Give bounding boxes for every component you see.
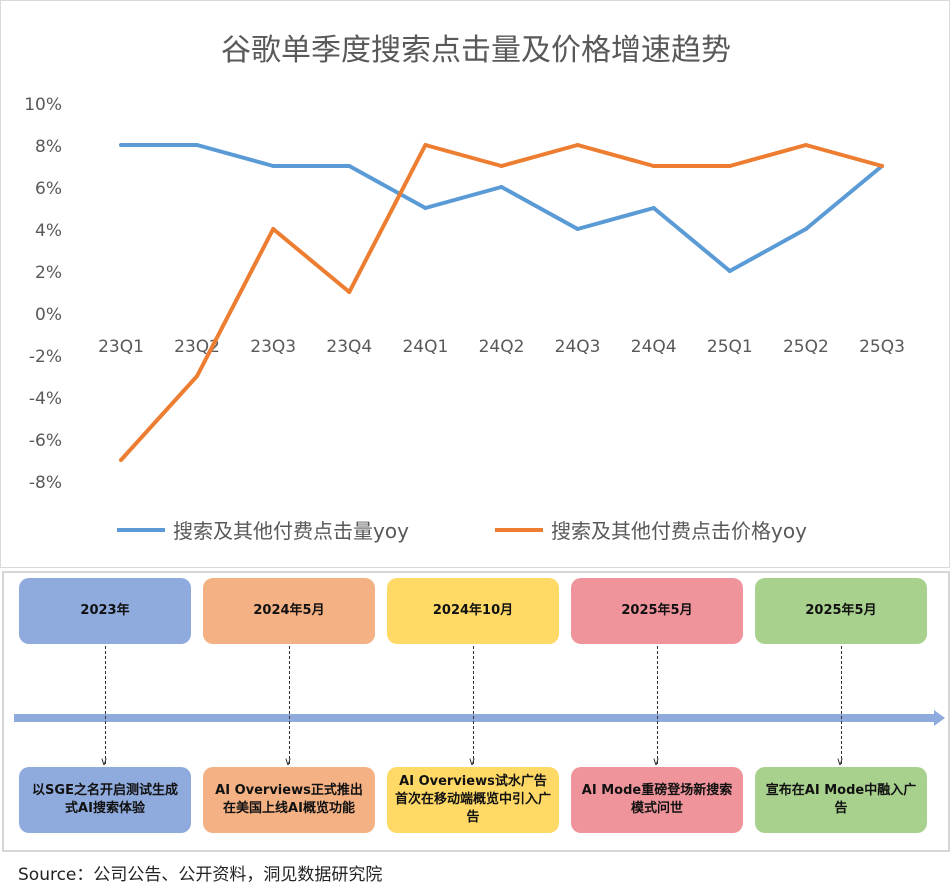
timeline-date-box: 2024年10月 [387, 578, 559, 644]
data-point [727, 164, 732, 168]
dashed-connector [473, 646, 474, 764]
data-point [499, 185, 504, 189]
line-chart: 谷歌单季度搜索点击量及价格增速趋势 10% 8% 6% 4% 2% 0% -2% -4% -6% -… [24, 33, 905, 543]
x-tick-label: 23Q1 [98, 337, 144, 357]
dashed-connector [289, 646, 290, 764]
data-point [727, 269, 732, 273]
timeline-arrow-icon [934, 710, 945, 726]
data-point [195, 143, 200, 147]
data-point [347, 290, 352, 294]
data-point [575, 143, 580, 147]
data-point [119, 458, 123, 462]
timeline-event: AI Overviews正式推出在美国上线AI概览功能 [215, 783, 363, 816]
arrow-down-icon: ∨ [284, 755, 293, 768]
data-point [880, 164, 884, 168]
arrow-down-icon: ∨ [100, 755, 109, 768]
y-tick-label: 10% [24, 95, 62, 115]
x-tick-label: 24Q4 [631, 337, 677, 357]
arrow-down-icon: ∨ [652, 755, 661, 768]
y-tick-label: 2% [35, 263, 62, 283]
x-tick-label: 25Q3 [859, 337, 905, 357]
data-point [499, 164, 504, 168]
timeline-event-box: 宣布在AI Mode中融入广告 [755, 767, 927, 833]
dashed-connector [105, 646, 106, 764]
timeline-frame [2, 571, 950, 852]
y-tick-label: -8% [29, 473, 62, 493]
y-tick-label: -4% [29, 389, 62, 409]
data-point [195, 374, 200, 378]
timeline-date: 2024年5月 [253, 603, 325, 618]
data-point [119, 143, 123, 147]
timeline-date: 2025年5月 [805, 603, 877, 618]
timeline-axis [14, 714, 936, 722]
timeline-event-box: AI Mode重磅登场新搜索模式问世 [571, 767, 743, 833]
data-point [347, 164, 352, 168]
x-tick-label: 25Q1 [707, 337, 753, 357]
x-tick-label: 24Q2 [479, 337, 525, 357]
arrow-down-icon: ∨ [468, 755, 477, 768]
source-note: Source：公司公告、公开资料，洞见数据研究院 [18, 865, 383, 885]
timeline-event: AI Overviews试水广告首次在移动端概览中引入广告 [395, 774, 552, 825]
chart-frame [0, 0, 950, 568]
x-tick-label: 24Q1 [402, 337, 448, 357]
x-tick-label: 23Q4 [326, 337, 372, 357]
series-line-1 [119, 143, 883, 462]
timeline-event: AI Mode重磅登场新搜索模式问世 [581, 783, 733, 816]
timeline-event-box: 以SGE之名开启测试生成式AI搜索体验 [19, 767, 191, 833]
y-tick-label: 8% [35, 137, 62, 157]
y-tick-label: 4% [35, 221, 62, 241]
timeline-date: 2023年 [80, 603, 130, 618]
timeline-event: 以SGE之名开启测试生成式AI搜索体验 [32, 783, 178, 816]
data-point [803, 227, 808, 231]
arrow-down-icon: ∨ [836, 755, 845, 768]
timeline-date-box: 2025年5月 [571, 578, 743, 644]
data-point [423, 143, 428, 147]
y-tick-label: -6% [29, 431, 62, 451]
data-point [803, 143, 808, 147]
data-point [271, 164, 276, 168]
legend-label: 搜索及其他付费点击价格yoy [551, 519, 807, 543]
timeline-date: 2025年5月 [621, 603, 693, 618]
y-tick-label: 0% [35, 305, 62, 325]
data-point [651, 206, 656, 210]
timeline-event-box: AI Overviews试水广告首次在移动端概览中引入广告 [387, 767, 559, 833]
data-point [651, 164, 656, 168]
x-tick-label: 25Q2 [783, 337, 829, 357]
dashed-connector [657, 646, 658, 764]
y-tick-label: -2% [29, 347, 62, 367]
timeline-date: 2024年10月 [432, 603, 514, 618]
x-tick-label: 23Q3 [250, 337, 296, 357]
chart-title: 谷歌单季度搜索点击量及价格增速趋势 [221, 33, 731, 68]
y-tick-label: 6% [35, 179, 62, 199]
legend-label: 搜索及其他付费点击量yoy [173, 519, 409, 543]
x-tick-label: 24Q3 [555, 337, 601, 357]
dashed-connector [841, 646, 842, 764]
timeline-event: 宣布在AI Mode中融入广告 [765, 783, 917, 816]
timeline-date-box: 2023年 [19, 578, 191, 644]
timeline-date-box: 2025年5月 [755, 578, 927, 644]
timeline-event-box: AI Overviews正式推出在美国上线AI概览功能 [203, 767, 375, 833]
timeline-date-box: 2024年5月 [203, 578, 375, 644]
data-point [575, 227, 580, 231]
data-point [271, 227, 276, 231]
data-point [423, 206, 428, 210]
series-line-0 [121, 143, 884, 273]
